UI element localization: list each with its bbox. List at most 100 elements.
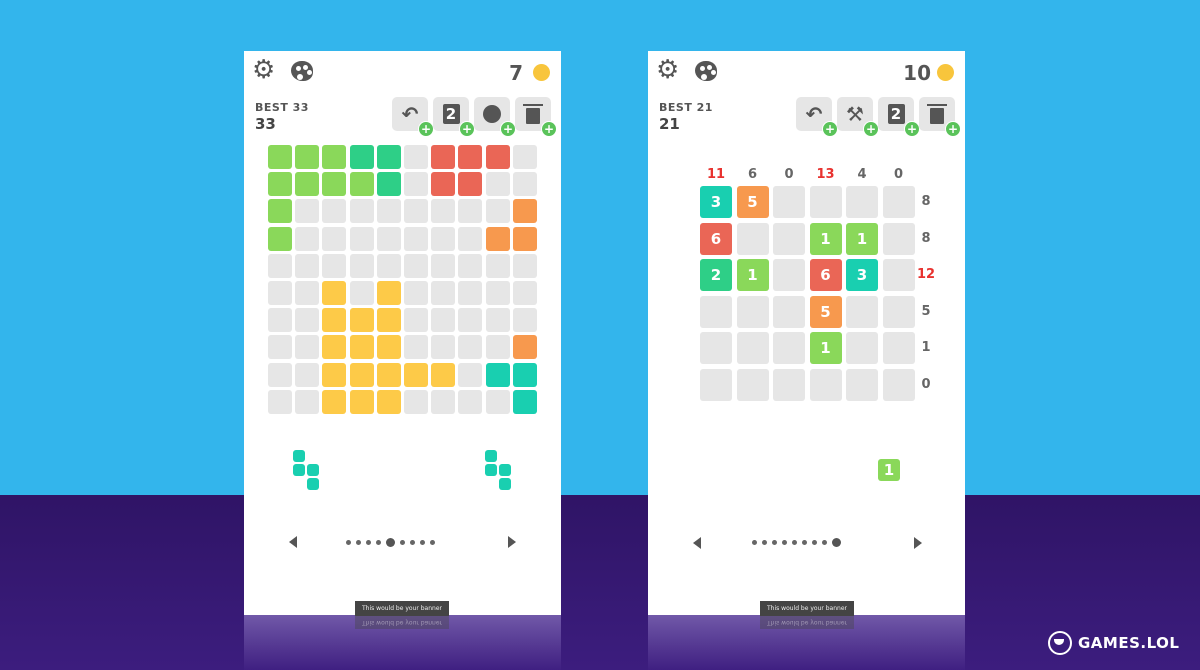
board-cell-filled[interactable] bbox=[349, 335, 374, 360]
page-dot[interactable] bbox=[410, 540, 415, 545]
grid-cell-empty[interactable] bbox=[846, 368, 878, 401]
board-cell-filled[interactable] bbox=[295, 172, 320, 197]
grid-cell-empty[interactable] bbox=[846, 332, 878, 364]
board-cell-filled[interactable] bbox=[322, 389, 347, 414]
piece-left-block[interactable] bbox=[293, 464, 305, 476]
board-cell-empty[interactable] bbox=[485, 281, 510, 305]
board-cell-empty[interactable] bbox=[376, 199, 401, 224]
board-cell-empty[interactable] bbox=[349, 226, 374, 251]
piece-right-block[interactable] bbox=[499, 464, 511, 476]
board-cell-empty[interactable] bbox=[404, 145, 428, 169]
piece-left-block[interactable] bbox=[307, 478, 319, 490]
board-cell-empty[interactable] bbox=[485, 308, 510, 333]
page-dot[interactable] bbox=[366, 540, 371, 545]
ad-banner[interactable]: This would be your banner bbox=[355, 601, 449, 616]
number-tile[interactable]: 1 bbox=[809, 332, 842, 364]
board-cell-filled[interactable] bbox=[322, 145, 347, 169]
grid-cell-empty[interactable] bbox=[736, 222, 769, 255]
board-cell-filled[interactable] bbox=[512, 226, 537, 251]
palette-icon[interactable] bbox=[695, 61, 717, 81]
board-cell-empty[interactable] bbox=[268, 335, 292, 360]
gear-icon[interactable]: ⚙ bbox=[656, 55, 680, 85]
board-cell-filled[interactable] bbox=[322, 172, 347, 197]
board-cell-empty[interactable] bbox=[512, 145, 537, 169]
grid-cell-empty[interactable] bbox=[736, 295, 769, 328]
board-cell-filled[interactable] bbox=[512, 389, 537, 414]
board-cell-empty[interactable] bbox=[458, 253, 483, 278]
board-cell-filled[interactable] bbox=[349, 389, 374, 414]
board-cell-empty[interactable] bbox=[485, 335, 510, 360]
board-cell-empty[interactable] bbox=[268, 389, 292, 414]
grid-cell-empty[interactable] bbox=[773, 332, 805, 364]
board-cell-empty[interactable] bbox=[404, 199, 428, 224]
page-dot[interactable] bbox=[772, 540, 777, 545]
board-cell-empty[interactable] bbox=[322, 199, 347, 224]
grid-cell-empty[interactable] bbox=[809, 368, 842, 401]
board-cell-empty[interactable] bbox=[376, 226, 401, 251]
board-cell-empty[interactable] bbox=[485, 172, 510, 197]
board-cell-empty[interactable] bbox=[485, 389, 510, 414]
board-cell-empty[interactable] bbox=[349, 199, 374, 224]
board-cell-empty[interactable] bbox=[295, 389, 320, 414]
board-cell-empty[interactable] bbox=[431, 281, 456, 305]
grid-cell-empty[interactable] bbox=[773, 259, 805, 291]
board-cell-empty[interactable] bbox=[458, 335, 483, 360]
piece-right-block[interactable] bbox=[485, 464, 497, 476]
board-cell-filled[interactable] bbox=[431, 362, 456, 387]
page-dot[interactable] bbox=[812, 540, 817, 545]
board-cell-empty[interactable] bbox=[322, 226, 347, 251]
board-cell-empty[interactable] bbox=[431, 335, 456, 360]
number-tile[interactable]: 6 bbox=[700, 222, 732, 255]
undo-button[interactable]: ↶ + bbox=[392, 97, 434, 137]
board-cell-filled[interactable] bbox=[376, 335, 401, 360]
board-cell-filled[interactable] bbox=[376, 362, 401, 387]
board-cell-empty[interactable] bbox=[404, 281, 428, 305]
board-cell-empty[interactable] bbox=[431, 389, 456, 414]
board-cell-empty[interactable] bbox=[458, 199, 483, 224]
board-cell-empty[interactable] bbox=[349, 253, 374, 278]
board-cell-filled[interactable] bbox=[349, 308, 374, 333]
grid-cell-empty[interactable] bbox=[882, 186, 915, 218]
page-dot[interactable] bbox=[752, 540, 757, 545]
board-cell-empty[interactable] bbox=[295, 199, 320, 224]
number-tile[interactable]: 2 bbox=[700, 259, 732, 291]
board-cell-empty[interactable] bbox=[404, 172, 428, 197]
piece-right-block[interactable] bbox=[499, 478, 511, 490]
board-cell-filled[interactable] bbox=[376, 308, 401, 333]
board-cell-filled[interactable] bbox=[268, 199, 292, 224]
trash-button[interactable]: + bbox=[515, 97, 557, 137]
board-cell-filled[interactable] bbox=[485, 362, 510, 387]
board-cell-empty[interactable] bbox=[512, 172, 537, 197]
grid-cell-empty[interactable] bbox=[736, 332, 769, 364]
board-cell-empty[interactable] bbox=[512, 308, 537, 333]
number-tile[interactable]: 1 bbox=[846, 222, 878, 255]
number-tile[interactable]: 1 bbox=[736, 259, 769, 291]
page-dot[interactable] bbox=[822, 540, 827, 545]
grid-cell-empty[interactable] bbox=[882, 222, 915, 255]
two-button[interactable]: 2 + bbox=[433, 97, 475, 137]
number-tile[interactable]: 6 bbox=[809, 259, 842, 291]
piece-left-block[interactable] bbox=[307, 464, 319, 476]
board-cell-empty[interactable] bbox=[268, 281, 292, 305]
board-cell-empty[interactable] bbox=[295, 308, 320, 333]
board-cell-empty[interactable] bbox=[404, 226, 428, 251]
ad-banner[interactable]: This would be your banner bbox=[760, 601, 854, 616]
board-cell-empty[interactable] bbox=[458, 389, 483, 414]
board-cell-filled[interactable] bbox=[458, 145, 483, 169]
grid-cell-empty[interactable] bbox=[882, 332, 915, 364]
board-cell-empty[interactable] bbox=[295, 335, 320, 360]
board-cell-empty[interactable] bbox=[458, 226, 483, 251]
grid-cell-empty[interactable] bbox=[882, 368, 915, 401]
page-dot[interactable] bbox=[430, 540, 435, 545]
grid-cell-empty[interactable] bbox=[700, 332, 732, 364]
page-dot[interactable] bbox=[420, 540, 425, 545]
grid-cell-empty[interactable] bbox=[809, 186, 842, 218]
board-cell-filled[interactable] bbox=[322, 335, 347, 360]
board-cell-filled[interactable] bbox=[376, 145, 401, 169]
grid-cell-empty[interactable] bbox=[773, 186, 805, 218]
board-cell-empty[interactable] bbox=[295, 281, 320, 305]
board-cell-filled[interactable] bbox=[322, 281, 347, 305]
board-cell-filled[interactable] bbox=[295, 145, 320, 169]
number-tile[interactable]: 1 bbox=[809, 222, 842, 255]
board-cell-empty[interactable] bbox=[458, 362, 483, 387]
